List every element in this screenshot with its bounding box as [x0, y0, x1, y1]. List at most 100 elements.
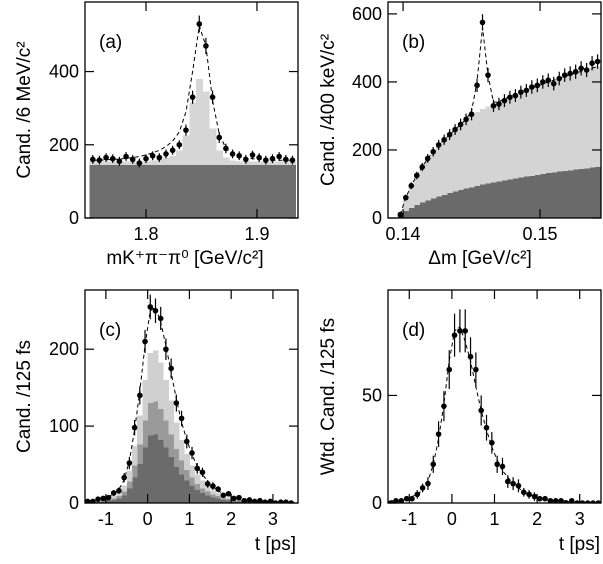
- x-tick-label: 2: [226, 509, 236, 529]
- data-point: [216, 134, 223, 141]
- data-point: [568, 498, 575, 503]
- histogram-bar: [199, 480, 206, 489]
- data-point: [424, 155, 431, 162]
- histogram-bar: [182, 164, 190, 218]
- histogram-bar: [567, 170, 574, 218]
- data-point: [561, 72, 568, 78]
- histogram-bar: [435, 144, 442, 197]
- data-point: [163, 346, 169, 353]
- histogram-bar: [523, 176, 530, 218]
- histogram-bar: [523, 90, 530, 177]
- y-tick-label: 0: [372, 493, 382, 513]
- data-point: [243, 156, 249, 163]
- plot-area: [85, 294, 295, 503]
- histogram-bar: [194, 483, 201, 490]
- plot-frame: [387, 1, 602, 219]
- histogram-bar: [137, 463, 143, 503]
- data-point: [446, 131, 453, 138]
- data-point: [550, 80, 557, 87]
- histogram-bar: [529, 175, 535, 218]
- x-tick-label: 2: [532, 509, 542, 529]
- histogram-bar: [220, 499, 227, 503]
- data-point: [408, 182, 415, 189]
- data-point: [152, 307, 159, 314]
- histogram-bar: [229, 160, 237, 165]
- data-point: [236, 494, 242, 501]
- histogram-bar: [419, 166, 426, 203]
- histogram-bar: [121, 495, 128, 503]
- x-axis-label: mK⁺π⁻π⁰ [GeV/c²]: [106, 248, 263, 269]
- x-tick-label: 0: [143, 509, 153, 529]
- histogram-bar: [594, 66, 601, 167]
- data-point: [388, 500, 394, 503]
- histogram-bar: [408, 207, 415, 218]
- data-point: [446, 366, 453, 373]
- data-point: [109, 155, 116, 162]
- y-tick-label: 0: [69, 493, 79, 513]
- data-point: [403, 495, 410, 502]
- data-point: [163, 151, 169, 157]
- histogram-bar: [518, 177, 525, 218]
- histogram-bar: [184, 453, 190, 470]
- histogram-bar: [184, 480, 190, 503]
- histogram-bar: [152, 401, 159, 435]
- histogram-bar: [168, 400, 175, 435]
- data-point: [288, 500, 295, 503]
- histogram-bar: [173, 466, 180, 503]
- data-point: [462, 328, 469, 334]
- data-point: [579, 500, 586, 503]
- panel-label: (b): [402, 32, 425, 53]
- histogram-bar: [220, 498, 227, 500]
- histogram-bar: [275, 161, 283, 165]
- histogram-bar: [236, 501, 243, 503]
- data-point: [515, 482, 522, 489]
- histogram-bar: [249, 164, 257, 218]
- y-tick-label: 400: [352, 72, 382, 92]
- data-point: [100, 495, 107, 502]
- histogram-bar: [249, 161, 257, 165]
- data-point: [105, 494, 112, 501]
- data-point: [589, 60, 595, 67]
- data-point: [277, 499, 284, 503]
- histogram-bar: [163, 420, 169, 448]
- histogram-bar: [501, 98, 508, 181]
- x-tick-label: -1: [98, 509, 114, 529]
- data-point: [263, 157, 269, 163]
- histogram-bar: [162, 157, 170, 165]
- histogram-bar: [430, 151, 437, 199]
- data-point: [116, 487, 122, 494]
- data-point: [168, 365, 174, 372]
- histogram-bar: [403, 211, 409, 218]
- data-point: [552, 498, 559, 503]
- y-axis-label: Cand. /6 MeV/c²: [14, 41, 35, 178]
- histogram-bar: [545, 81, 552, 174]
- histogram-bar: [490, 104, 497, 183]
- histogram-bar: [452, 191, 459, 218]
- histogram-bar: [162, 164, 170, 218]
- histogram-bar: [572, 73, 579, 170]
- histogram-bar: [136, 164, 144, 218]
- histogram-bar: [210, 490, 216, 495]
- y-tick-label: 0: [372, 208, 382, 228]
- data-point: [85, 498, 91, 503]
- histogram-bar: [158, 409, 164, 440]
- histogram-bar: [556, 78, 563, 172]
- histogram-bar: [168, 434, 175, 457]
- x-tick-label: 1: [489, 509, 499, 529]
- data-point: [267, 498, 274, 503]
- data-point: [425, 480, 431, 487]
- histogram-bar: [583, 168, 590, 218]
- data-point: [142, 338, 148, 345]
- x-tick-label: 0.14: [386, 224, 421, 244]
- data-point: [403, 194, 409, 201]
- plot-area: [89, 15, 297, 218]
- histogram-bar: [129, 164, 137, 218]
- x-tick-label: 3: [575, 509, 585, 529]
- x-tick-label: 3: [268, 509, 278, 529]
- histogram-bar: [205, 495, 211, 503]
- data-point: [505, 478, 511, 485]
- data-point: [225, 490, 232, 497]
- data-point: [499, 463, 506, 470]
- data-point: [256, 154, 262, 161]
